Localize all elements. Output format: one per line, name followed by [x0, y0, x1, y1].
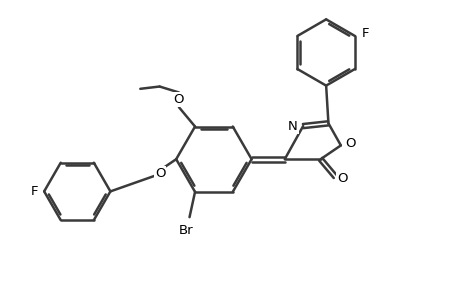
Text: O: O: [174, 93, 184, 106]
Text: F: F: [31, 185, 39, 198]
Text: Br: Br: [178, 224, 193, 236]
Text: O: O: [344, 136, 354, 150]
Text: O: O: [155, 167, 165, 180]
Text: N: N: [287, 120, 297, 133]
Text: F: F: [361, 27, 369, 40]
Text: O: O: [336, 172, 347, 185]
